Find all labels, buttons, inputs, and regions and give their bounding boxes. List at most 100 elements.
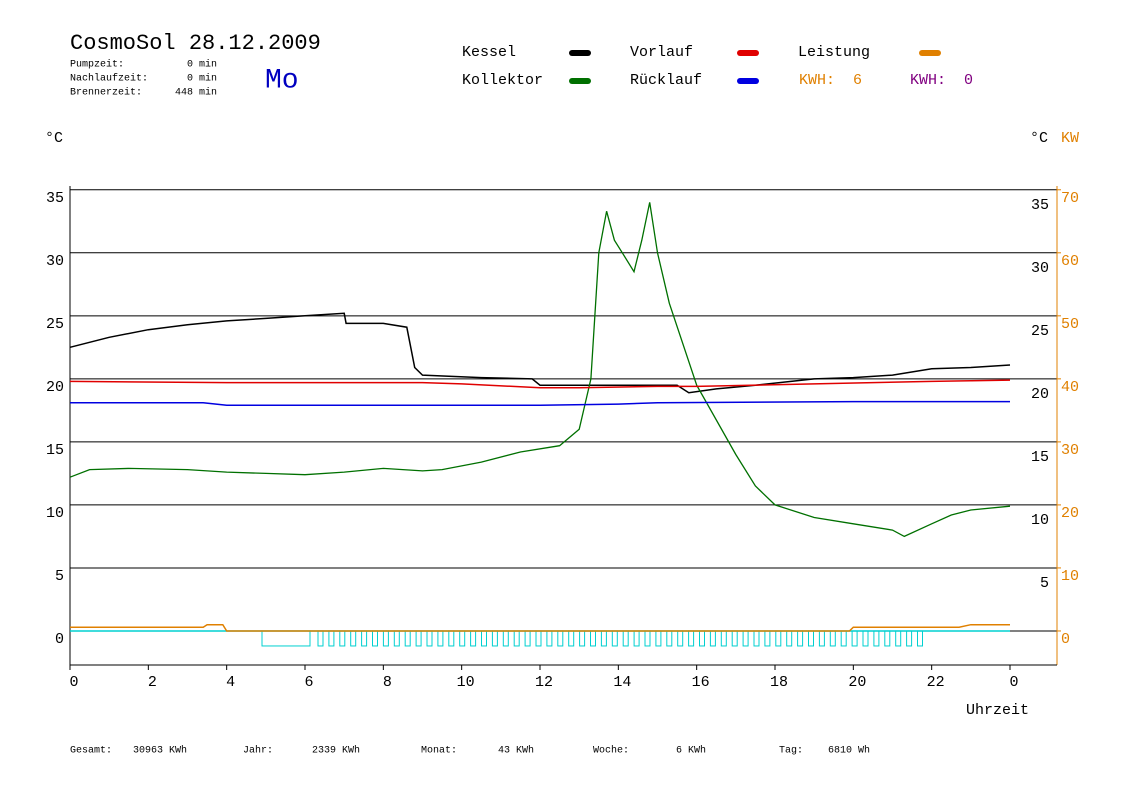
kwh-label: KWH: [799, 72, 835, 89]
y2-tick-label: 50 [1061, 316, 1079, 333]
pump-pulse [600, 630, 607, 647]
pump-pulse [742, 630, 749, 647]
legend-label: Leistung [798, 44, 870, 61]
info-label: Brennerzeit: [70, 87, 142, 99]
pump-pulse [917, 630, 923, 647]
x-tick-label: 0 [69, 674, 78, 691]
pump-pulse [808, 630, 814, 647]
footer-label: Jahr: [243, 745, 273, 757]
pump-pulse [404, 630, 411, 647]
legend-label: Rücklauf [630, 72, 702, 89]
y-right-tick-label: 10 [1031, 512, 1049, 529]
x-tick-label: 14 [613, 674, 631, 691]
series-line [69, 312, 1011, 394]
footer-label: Woche: [593, 745, 629, 757]
x-tick-label: 12 [535, 674, 553, 691]
footer-value: 2339 KWh [312, 745, 360, 757]
pump-pulse [873, 630, 880, 647]
info-label: Pumpzeit: [70, 59, 124, 71]
x-tick-label: 16 [692, 674, 710, 691]
pump-pulse [622, 630, 629, 647]
series-line [70, 623, 1010, 632]
x-tick-label: 6 [304, 674, 313, 691]
pump-pulse [350, 630, 357, 647]
pump-pulse [906, 630, 913, 647]
pump-pulse [851, 630, 858, 647]
pump-pulse [775, 630, 782, 647]
pump-pulse [393, 630, 400, 647]
pump-pulse [666, 630, 673, 647]
y-tick-label: 5 [55, 568, 64, 585]
pump-pulse [339, 630, 346, 647]
x-tick-label: 0 [1009, 674, 1018, 691]
pump-pulse [557, 630, 564, 647]
pump-pulse [797, 630, 804, 647]
footer-label: Gesamt: [70, 746, 112, 757]
pump-pulse [317, 630, 324, 647]
y-right-tick-label: 25 [1031, 323, 1049, 340]
y2-tick-label: 30 [1061, 442, 1079, 459]
series-line [69, 202, 1011, 538]
pump-pulse [818, 630, 825, 647]
x-tick-label: 18 [770, 674, 788, 691]
info-value: 448 min [175, 87, 217, 99]
y-tick-label: 15 [46, 442, 64, 459]
pump-pulse [535, 630, 542, 647]
y-right-tick-label: 30 [1031, 260, 1049, 277]
pump-pulse [426, 630, 433, 647]
pump-pulse [677, 630, 684, 647]
footer-value: 6 KWh [676, 745, 706, 757]
y2-tick-label: 10 [1061, 568, 1079, 585]
x-tick-label: 8 [383, 674, 392, 691]
x-axis-label: Uhrzeit [966, 702, 1029, 719]
y-right-tick-label: 20 [1031, 386, 1049, 403]
y-right-tick-label: 35 [1031, 197, 1049, 214]
pump-pulse [644, 630, 651, 647]
pump-pulse [470, 630, 477, 647]
footer-value: 6810 Wh [828, 745, 870, 757]
legend-label: Kessel [462, 44, 516, 61]
legend-label: Vorlauf [630, 44, 693, 61]
pump-pulse [688, 630, 695, 647]
pump-pulse [753, 630, 760, 647]
pump-pulse [513, 630, 520, 647]
kwh-value: 6 [853, 72, 862, 89]
pump-pulse [764, 630, 771, 647]
footer-label: Monat: [421, 746, 457, 757]
pump-pulse [884, 630, 891, 647]
pump-pulse [437, 630, 444, 647]
kwh-value: 0 [964, 72, 973, 89]
pump-pulse [546, 630, 553, 647]
pump-pulse [731, 630, 738, 647]
y2-tick-label: 70 [1061, 190, 1079, 207]
pump-pulse [415, 630, 422, 647]
y-tick-label: 20 [46, 379, 64, 396]
pump-pulse [655, 630, 662, 647]
x-tick-label: 20 [848, 674, 866, 691]
pump-pulse [786, 630, 793, 647]
pump-pulse [459, 630, 466, 647]
legend-label: Kollektor [462, 72, 543, 89]
info-value: 0 min [187, 73, 217, 85]
pump-block [261, 630, 311, 647]
pump-pulse [633, 630, 640, 647]
info-label: Nachlaufzeit: [70, 73, 148, 85]
y-right-tick-label: 5 [1040, 575, 1049, 592]
pump-pulse [699, 630, 705, 647]
y2-axis-label: KW [1061, 130, 1079, 147]
info-value: 0 min [187, 59, 217, 71]
y-right-tick-label: 15 [1031, 449, 1049, 466]
kwh-label: KWH: [910, 72, 946, 89]
y-tick-label: 0 [55, 631, 64, 648]
pump-pulse [372, 630, 378, 647]
pump-pulse [709, 630, 716, 647]
pump-pulse [611, 630, 618, 647]
y-tick-label: 10 [46, 505, 64, 522]
series-line [70, 400, 1010, 407]
pump-pulse [328, 630, 335, 647]
pump-pulse [491, 630, 498, 647]
x-tick-label: 10 [457, 674, 475, 691]
y2-tick-label: 40 [1061, 379, 1079, 396]
y2-tick-label: 60 [1061, 253, 1079, 270]
